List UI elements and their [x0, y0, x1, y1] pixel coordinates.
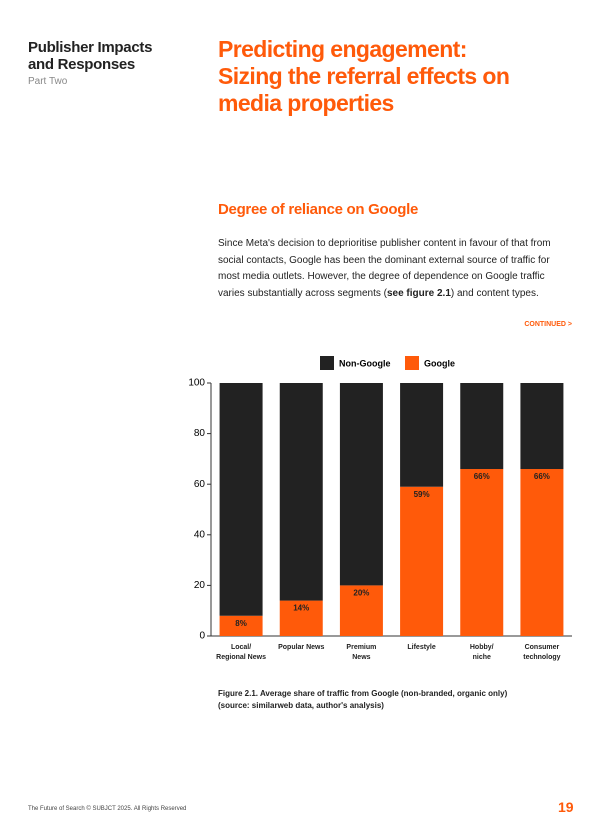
x-tick-label: Lifestyle — [407, 644, 436, 651]
bar-segment — [279, 600, 323, 636]
legend-label: Non-Google — [339, 358, 391, 368]
bar-segment — [339, 383, 383, 586]
page-number: 19 — [558, 799, 574, 815]
page-title: Predicting engagement: Sizing the referr… — [218, 36, 510, 116]
bar-segment — [219, 615, 263, 636]
x-tick-label: Popular News — [278, 644, 325, 651]
bar-segment — [520, 469, 564, 636]
value-label: 8% — [235, 619, 247, 628]
value-label: 66% — [474, 472, 490, 481]
x-tick-label: Consumer technology — [523, 644, 561, 661]
value-label: 14% — [293, 604, 309, 613]
legend-swatch — [405, 356, 419, 370]
y-tick-label: 80 — [194, 428, 206, 439]
sidebar-subtitle: Part Two — [28, 76, 68, 87]
bar-segment — [520, 383, 564, 470]
bar-segment — [460, 469, 504, 636]
sidebar-title: Publisher Impacts and Responses — [28, 39, 153, 73]
x-tick-label: Local/ Regional News — [216, 644, 266, 661]
continued-link[interactable]: CONTINUED > — [524, 321, 572, 328]
paragraph: Since Meta's decision to deprioritise pu… — [218, 236, 570, 302]
value-label: 59% — [414, 490, 430, 499]
y-tick-label: 0 — [199, 631, 205, 642]
section-heading: Degree of reliance on Google — [218, 201, 418, 218]
bar-segment — [339, 585, 383, 636]
footer-copyright: The Future of Search © SUBJCT 2025. All … — [28, 806, 187, 812]
y-tick-label: 20 — [194, 580, 206, 591]
bar-segment — [400, 486, 444, 636]
legend-swatch — [320, 356, 334, 370]
text: ) and content types. — [450, 287, 539, 299]
bar-segment — [279, 383, 323, 601]
x-tick-label: Hobby/ niche — [469, 644, 494, 661]
text: Since Meta's decision to deprioritise pu… — [218, 238, 551, 299]
bar-segment — [400, 383, 444, 487]
x-tick-label: Premium News — [346, 644, 377, 661]
value-label: 20% — [353, 589, 369, 598]
bold-text: see figure 2.1 — [386, 287, 451, 299]
figure-caption: Figure 2.1. Average share of traffic fro… — [218, 689, 508, 710]
value-label: 66% — [534, 472, 550, 481]
legend-label: Google — [424, 358, 455, 368]
y-tick-label: 100 — [188, 378, 205, 389]
bar-segment — [219, 383, 263, 616]
bar-segment — [460, 383, 504, 470]
y-tick-label: 60 — [194, 479, 206, 490]
y-tick-label: 40 — [194, 529, 206, 540]
